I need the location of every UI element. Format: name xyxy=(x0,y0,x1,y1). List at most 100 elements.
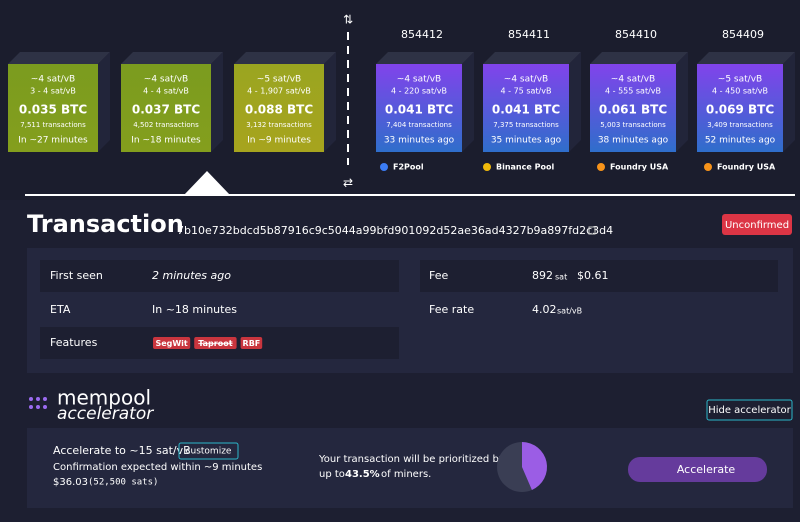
block-total: 0.041 BTC xyxy=(385,103,453,117)
logo-star xyxy=(29,397,33,401)
block-top xyxy=(697,52,795,64)
fee-median: ~4 sat/vB xyxy=(611,75,655,85)
pool-icon xyxy=(704,163,712,171)
block-top xyxy=(590,52,688,64)
fee-range: 4 - 75 sat/vB xyxy=(501,87,552,96)
tx-count: 3,409 transactions xyxy=(707,121,773,129)
cost-sats: (52,500 sats) xyxy=(88,478,158,488)
label: ETA xyxy=(50,303,71,316)
priority-text: of miners. xyxy=(381,469,431,480)
cost: $36.03 xyxy=(53,477,88,488)
pool-name: Foundry USA xyxy=(610,163,669,172)
logo-star xyxy=(36,405,40,409)
fee-median: ~4 sat/vB xyxy=(397,75,441,85)
priority-text: Your transaction will be prioritized by xyxy=(318,454,505,465)
row-bg xyxy=(420,260,778,292)
heading: Accelerate to ~15 sat/vB xyxy=(53,444,191,457)
tx-count: 7,404 transactions xyxy=(386,121,452,129)
fee-median: ~4 sat/vB xyxy=(31,75,75,85)
block-time: 52 minutes ago xyxy=(705,136,776,146)
block[interactable] xyxy=(121,64,211,152)
fee-median: ~4 sat/vB xyxy=(144,75,188,85)
block-total: 0.088 BTC xyxy=(245,103,313,117)
block[interactable] xyxy=(483,64,569,152)
value: In ~18 minutes xyxy=(152,303,237,316)
fee-median: ~4 sat/vB xyxy=(504,75,548,85)
pool-icon xyxy=(380,163,388,171)
label: Fee xyxy=(429,269,448,282)
share-label: 43.5% xyxy=(345,469,380,480)
block[interactable] xyxy=(376,64,462,152)
block-height: 854409 xyxy=(722,28,764,41)
block-time: 35 minutes ago xyxy=(491,136,562,146)
block[interactable] xyxy=(234,64,324,152)
block-total: 0.061 BTC xyxy=(599,103,667,117)
copy-icon[interactable] xyxy=(588,226,596,235)
block-top xyxy=(8,52,110,64)
swap-icon[interactable]: ⇄ xyxy=(343,176,353,190)
feature-tag xyxy=(240,337,263,349)
block-height: 854412 xyxy=(401,28,443,41)
value: 4.02 xyxy=(532,303,557,316)
fee-range: 4 - 450 sat/vB xyxy=(712,87,768,96)
block-side xyxy=(462,52,474,152)
unit: sat xyxy=(555,273,567,282)
fee-range: 4 - 220 sat/vB xyxy=(391,87,447,96)
feature-tag-label: SegWit xyxy=(155,339,187,348)
hide-button[interactable] xyxy=(706,399,793,421)
tx-count: 4,502 transactions xyxy=(133,121,199,129)
logo-star xyxy=(36,397,40,401)
value: 2 minutes ago xyxy=(152,269,231,282)
accelerate-label: Accelerate xyxy=(677,463,736,476)
label: Features xyxy=(50,336,98,349)
pool-icon xyxy=(483,163,491,171)
block-time: 33 minutes ago xyxy=(384,136,455,146)
tx-count: 3,132 transactions xyxy=(246,121,312,129)
pool-name: Binance Pool xyxy=(496,163,554,172)
block-time: 38 minutes ago xyxy=(598,136,669,146)
block-side xyxy=(676,52,688,152)
selected-marker xyxy=(184,171,230,195)
label: First seen xyxy=(50,269,103,282)
block-side xyxy=(98,52,110,152)
pool-icon xyxy=(597,163,605,171)
feature-tag-label: Taproot xyxy=(198,339,232,348)
block[interactable] xyxy=(697,64,783,152)
logo-star xyxy=(29,405,33,409)
block-side xyxy=(783,52,795,152)
block-height: 854411 xyxy=(508,28,550,41)
logo-star xyxy=(43,397,47,401)
fee-range: 4 - 1,907 sat/vB xyxy=(247,87,311,96)
pool-name: F2Pool xyxy=(393,163,424,172)
block[interactable] xyxy=(8,64,98,152)
customize-label: customize xyxy=(186,447,232,457)
fee-range: 3 - 4 sat/vB xyxy=(30,87,76,96)
hide-button-label: Hide accelerator xyxy=(708,405,791,416)
block-side xyxy=(324,52,336,152)
block-total: 0.041 BTC xyxy=(492,103,560,117)
tx-count: 7,375 transactions xyxy=(493,121,559,129)
feature-tag xyxy=(153,337,191,349)
fiat: $0.61 xyxy=(577,269,609,282)
block-time: In ~18 minutes xyxy=(131,136,201,146)
sort-icon[interactable]: ⇅ xyxy=(343,13,353,27)
accelerate-button[interactable] xyxy=(628,457,767,482)
customize-button[interactable] xyxy=(178,442,239,460)
block-time: In ~9 minutes xyxy=(247,136,311,146)
label: Fee rate xyxy=(429,303,474,316)
block[interactable] xyxy=(590,64,676,152)
block-total: 0.035 BTC xyxy=(19,103,87,117)
block-time: In ~27 minutes xyxy=(18,136,88,146)
feature-tag-label: RBF xyxy=(243,339,261,348)
fee-median: ~5 sat/vB xyxy=(257,75,301,85)
logo-top: mempool xyxy=(57,386,151,410)
fee-range: 4 - 4 sat/vB xyxy=(143,87,189,96)
unit: sat/vB xyxy=(557,307,582,316)
fee-range: 4 - 555 sat/vB xyxy=(605,87,661,96)
status: Unconfirmed xyxy=(725,220,789,231)
value: 892 xyxy=(532,269,553,282)
block-height: 854410 xyxy=(615,28,657,41)
block-total: 0.037 BTC xyxy=(132,103,200,117)
